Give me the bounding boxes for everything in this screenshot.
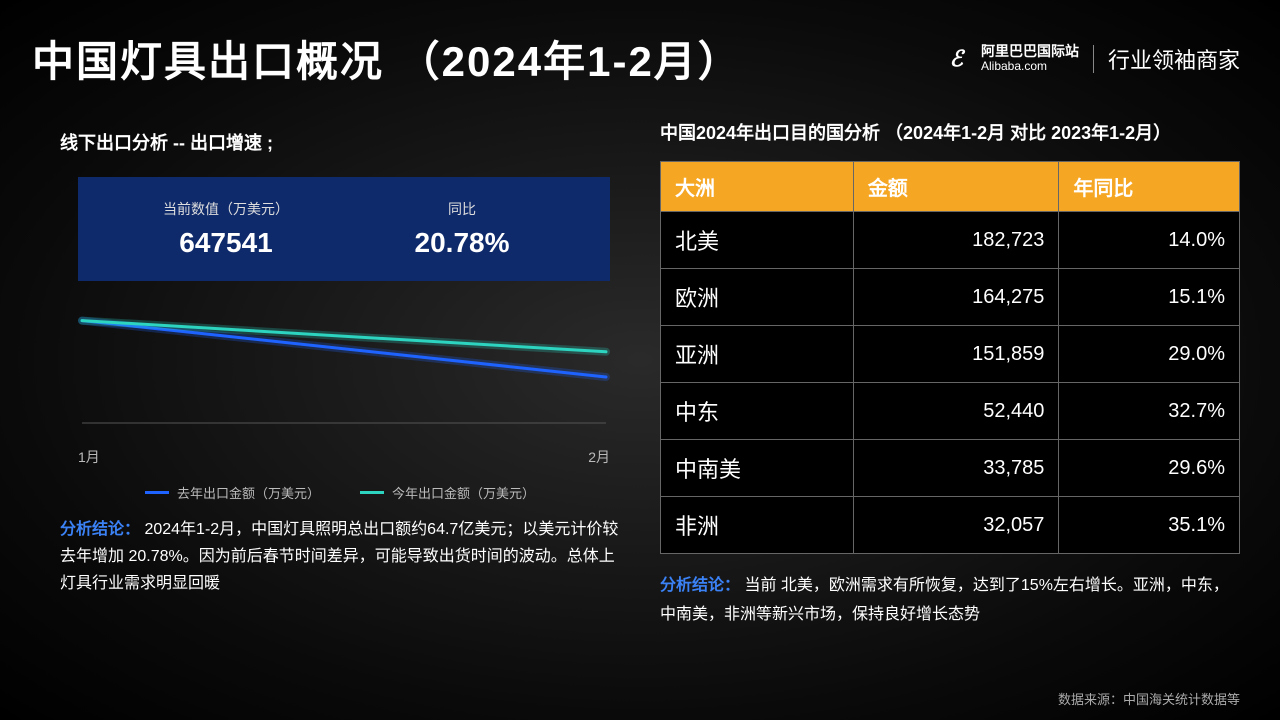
table-header-cell: 年同比: [1059, 162, 1240, 212]
current-value-label: 当前数值（万美元）: [108, 199, 344, 219]
destination-table: 大洲金额年同比北美182,72314.0%欧洲164,27515.1%亚洲151…: [660, 161, 1240, 554]
chart-legend: 去年出口金额（万美元） 今年出口金额（万美元）: [60, 483, 620, 502]
legend-item: 去年出口金额（万美元）: [145, 483, 320, 502]
value-cell: 52,440: [853, 383, 1059, 440]
region-cell: 亚洲: [661, 326, 854, 383]
left-panel: 线下出口分析 -- 出口增速 ; 当前数值（万美元） 647541 同比 20.…: [60, 99, 620, 630]
page-title: 中国灯具出口概况 （2024年1-2月）: [32, 28, 742, 89]
value-cell: 32,057: [853, 497, 1059, 554]
table-row: 非洲32,05735.1%: [661, 497, 1240, 554]
region-cell: 中南美: [661, 440, 854, 497]
table-header-cell: 大洲: [661, 162, 854, 212]
left-conclusion: 分析结论： 2024年1-2月，中国灯具照明总出口额约64.7亿美元；以美元计价…: [60, 516, 620, 598]
right-subtitle: 中国2024年出口目的国分析 （2024年1-2月 对比 2023年1-2月）: [660, 119, 1240, 145]
chart-title: 线下出口分析 -- 出口增速 ;: [60, 129, 620, 155]
table-row: 中东52,44032.7%: [661, 383, 1240, 440]
value-cell: 15.1%: [1059, 269, 1240, 326]
yoy-value: 20.78%: [344, 227, 580, 259]
yoy-label: 同比: [344, 199, 580, 219]
alibaba-logo-icon: ℰ: [950, 46, 963, 72]
conclusion-label: 分析结论：: [60, 521, 140, 538]
table-row: 亚洲151,85929.0%: [661, 326, 1240, 383]
legend-swatch: [145, 491, 169, 494]
legend-label: 今年出口金额（万美元）: [392, 483, 535, 502]
value-cell: 29.0%: [1059, 326, 1240, 383]
region-cell: 欧洲: [661, 269, 854, 326]
value-cell: 32.7%: [1059, 383, 1240, 440]
conclusion-label: 分析结论：: [660, 577, 740, 594]
region-cell: 北美: [661, 212, 854, 269]
brand-block: ℰ 阿里巴巴国际站 Alibaba.com 行业领袖商家: [950, 43, 1240, 75]
legend-label: 去年出口金额（万美元）: [177, 483, 320, 502]
conclusion-text: 2024年1-2月，中国灯具照明总出口额约64.7亿美元；以美元计价较去年增加 …: [60, 521, 618, 592]
value-cell: 164,275: [853, 269, 1059, 326]
brand-logo-text: 阿里巴巴国际站 Alibaba.com: [981, 44, 1079, 73]
x-axis-label-2: 2月: [588, 447, 610, 467]
current-value: 647541: [108, 227, 344, 259]
table-header-cell: 金额: [853, 162, 1059, 212]
brand-divider: [1093, 45, 1094, 73]
brand-tagline: 行业领袖商家: [1108, 43, 1240, 75]
right-conclusion: 分析结论： 当前 北美，欧洲需求有所恢复，达到了15%左右增长。亚洲，中东，中南…: [660, 572, 1240, 630]
header: 中国灯具出口概况 （2024年1-2月） ℰ 阿里巴巴国际站 Alibaba.c…: [0, 0, 1280, 99]
region-cell: 中东: [661, 383, 854, 440]
value-cell: 182,723: [853, 212, 1059, 269]
table-row: 北美182,72314.0%: [661, 212, 1240, 269]
legend-item: 今年出口金额（万美元）: [360, 483, 535, 502]
value-cell: 33,785: [853, 440, 1059, 497]
value-cell: 29.6%: [1059, 440, 1240, 497]
region-cell: 非洲: [661, 497, 854, 554]
conclusion-text: 当前 北美，欧洲需求有所恢复，达到了15%左右增长。亚洲，中东，中南美，非洲等新…: [660, 577, 1229, 623]
table-row: 中南美33,78529.6%: [661, 440, 1240, 497]
right-panel: 中国2024年出口目的国分析 （2024年1-2月 对比 2023年1-2月） …: [660, 99, 1240, 630]
value-cell: 35.1%: [1059, 497, 1240, 554]
data-source: 数据来源：中国海关统计数据等: [1058, 689, 1240, 708]
x-axis-label-1: 1月: [78, 447, 100, 467]
table-row: 欧洲164,27515.1%: [661, 269, 1240, 326]
stat-box: 当前数值（万美元） 647541 同比 20.78%: [78, 177, 610, 281]
legend-swatch: [360, 491, 384, 494]
value-cell: 14.0%: [1059, 212, 1240, 269]
value-cell: 151,859: [853, 326, 1059, 383]
line-chart: 1月 2月: [78, 289, 610, 479]
